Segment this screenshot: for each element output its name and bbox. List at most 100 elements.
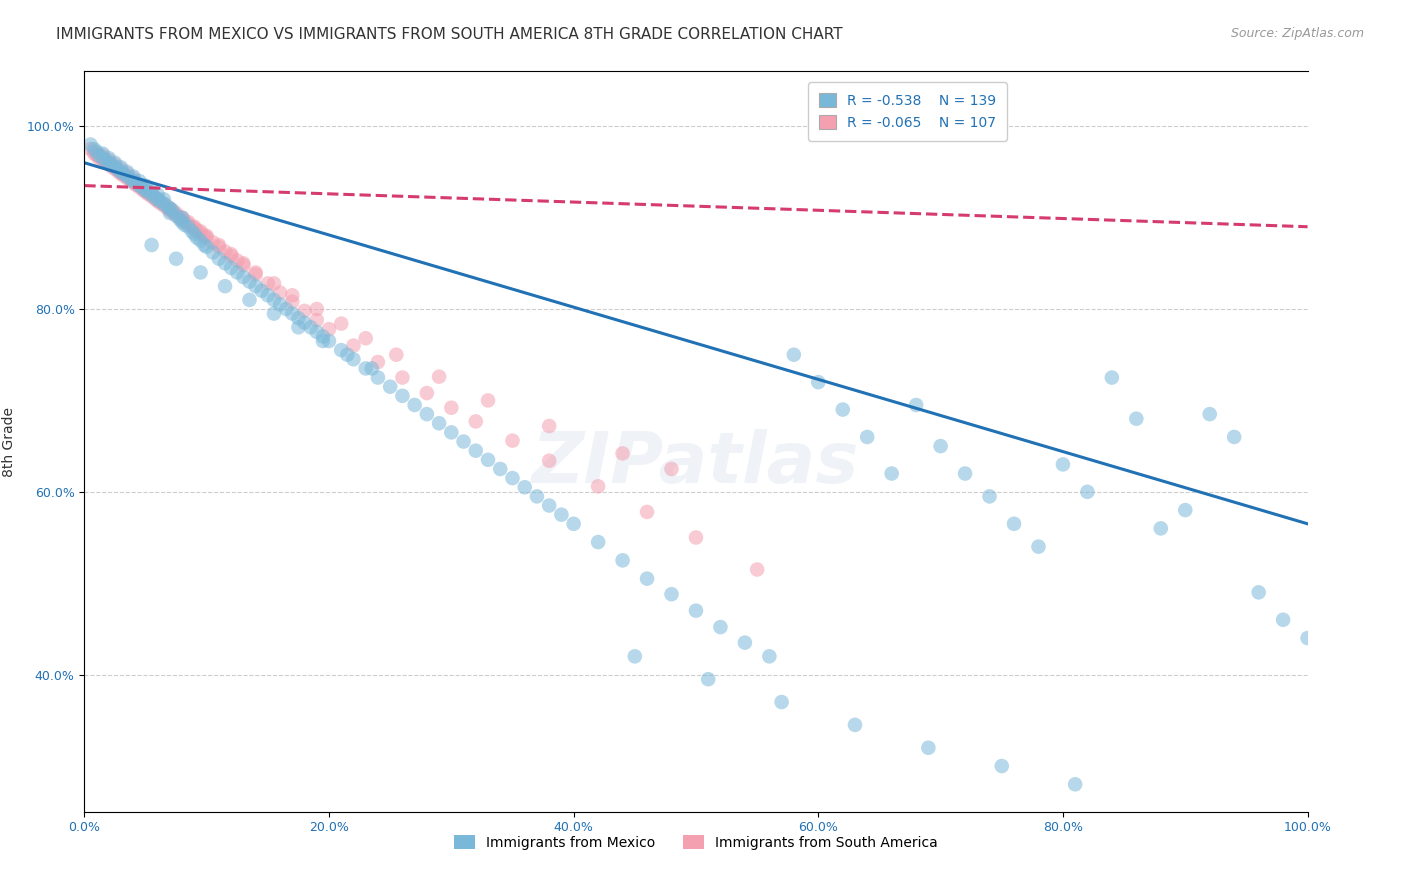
Point — [330, 343, 353, 358]
Point — [195, 228, 218, 243]
Point — [526, 489, 548, 503]
Point — [697, 672, 720, 686]
Point — [110, 165, 132, 179]
Point — [245, 265, 267, 279]
Point — [783, 348, 806, 362]
Point — [86, 145, 108, 159]
Point — [190, 265, 212, 279]
Point — [107, 163, 129, 178]
Point — [391, 389, 413, 403]
Point — [165, 208, 187, 222]
Point — [96, 155, 118, 169]
Point — [416, 386, 439, 401]
Point — [141, 189, 163, 203]
Point — [440, 425, 463, 440]
Point — [83, 146, 105, 161]
Point — [193, 238, 215, 252]
Point — [186, 223, 208, 237]
Point — [305, 325, 328, 339]
Point — [169, 212, 191, 227]
Point — [489, 462, 512, 476]
Y-axis label: 8th Grade: 8th Grade — [1, 407, 15, 476]
Point — [917, 740, 939, 755]
Point — [636, 505, 658, 519]
Point — [281, 307, 304, 321]
Point — [146, 192, 169, 206]
Point — [214, 244, 236, 259]
Point — [232, 270, 254, 285]
Point — [125, 176, 148, 190]
Point — [156, 202, 179, 216]
Point — [330, 317, 353, 331]
Point — [404, 398, 426, 412]
Point — [91, 146, 114, 161]
Point — [128, 178, 150, 193]
Point — [172, 211, 194, 225]
Point — [1272, 613, 1295, 627]
Point — [214, 256, 236, 270]
Point — [141, 187, 163, 202]
Point — [281, 294, 304, 309]
Point — [173, 218, 195, 232]
Text: IMMIGRANTS FROM MEXICO VS IMMIGRANTS FROM SOUTH AMERICA 8TH GRADE CORRELATION CH: IMMIGRANTS FROM MEXICO VS IMMIGRANTS FRO… — [56, 27, 842, 42]
Point — [112, 167, 135, 181]
Point — [734, 635, 756, 649]
Point — [141, 238, 163, 252]
Point — [153, 199, 176, 213]
Point — [153, 197, 176, 211]
Point — [162, 203, 184, 218]
Point — [104, 162, 127, 177]
Point — [135, 178, 157, 193]
Point — [100, 158, 122, 172]
Point — [685, 604, 707, 618]
Point — [1150, 521, 1173, 535]
Point — [263, 293, 285, 307]
Point — [1101, 370, 1123, 384]
Point — [336, 348, 359, 362]
Point — [208, 238, 231, 252]
Point — [120, 172, 142, 186]
Point — [136, 185, 159, 199]
Point — [844, 718, 866, 732]
Point — [87, 148, 110, 162]
Point — [661, 587, 683, 601]
Point — [464, 414, 486, 428]
Point — [127, 178, 149, 192]
Point — [1076, 484, 1098, 499]
Point — [149, 194, 172, 209]
Point — [238, 293, 260, 307]
Point — [477, 393, 499, 408]
Point — [550, 508, 572, 522]
Point — [96, 153, 118, 168]
Point — [294, 316, 316, 330]
Point — [427, 369, 450, 384]
Point — [208, 252, 231, 266]
Point — [165, 209, 187, 223]
Point — [367, 370, 389, 384]
Point — [1052, 458, 1074, 472]
Point — [132, 181, 155, 195]
Point — [318, 334, 340, 348]
Point — [1064, 777, 1087, 791]
Point — [477, 452, 499, 467]
Point — [97, 158, 120, 172]
Text: ZIPatlas: ZIPatlas — [533, 429, 859, 499]
Point — [128, 174, 150, 188]
Point — [991, 759, 1014, 773]
Point — [586, 535, 609, 549]
Point — [305, 301, 328, 316]
Point — [685, 531, 707, 545]
Point — [97, 151, 120, 165]
Point — [112, 169, 135, 183]
Point — [416, 407, 439, 421]
Point — [186, 230, 208, 244]
Point — [190, 224, 212, 238]
Point — [128, 180, 150, 194]
Point — [91, 151, 114, 165]
Point — [97, 155, 120, 169]
Point — [612, 553, 634, 567]
Point — [91, 148, 114, 162]
Point — [342, 338, 364, 352]
Point — [269, 297, 291, 311]
Point — [132, 183, 155, 197]
